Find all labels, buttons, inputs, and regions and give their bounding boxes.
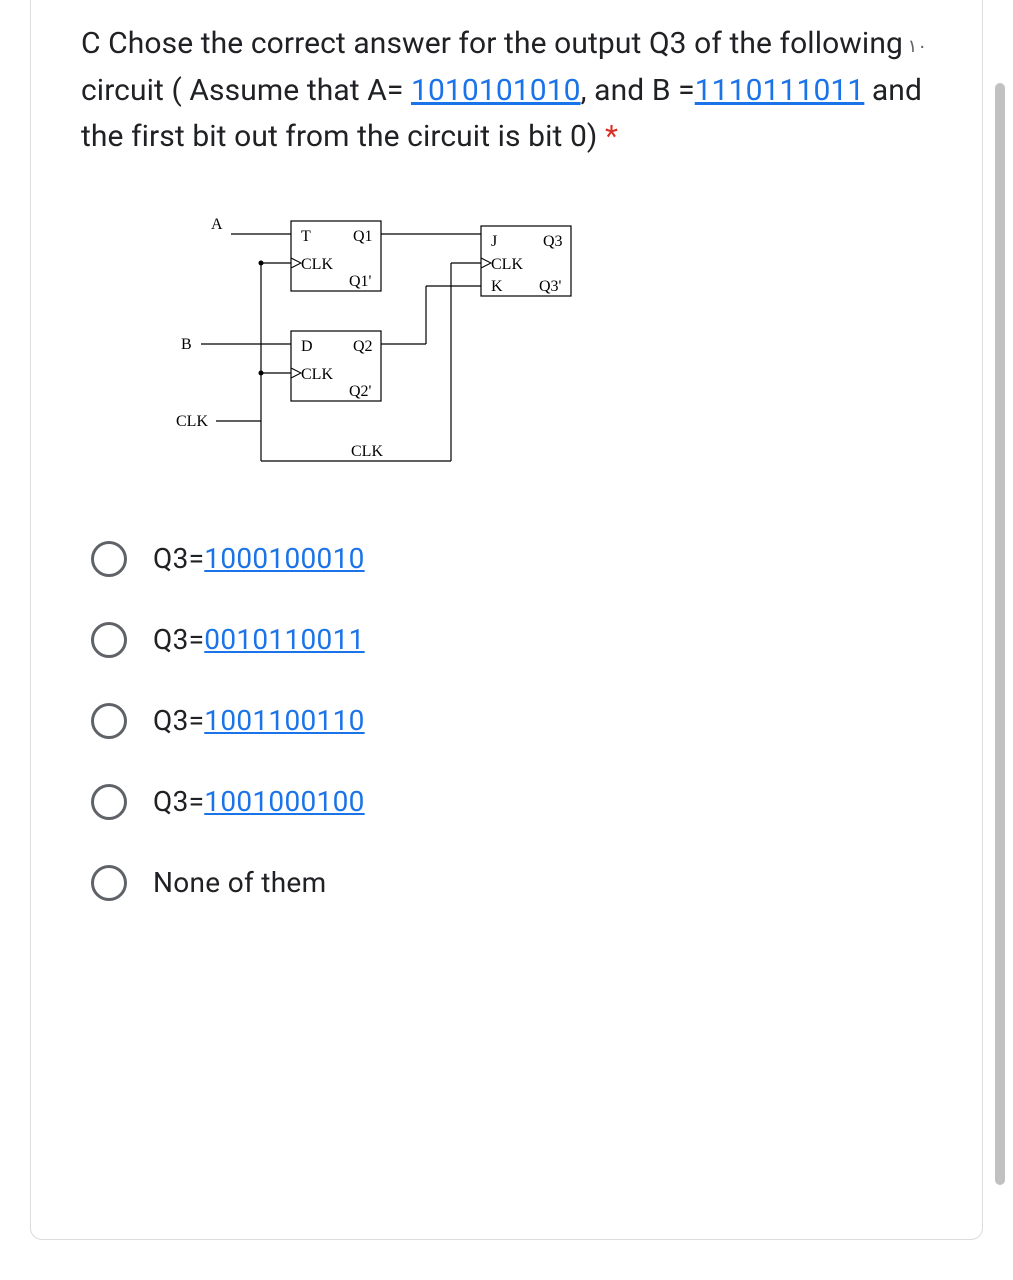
ff1-t-label: T — [301, 228, 311, 245]
required-star: * — [605, 119, 618, 154]
radio-icon[interactable] — [91, 622, 127, 658]
option-label: None of them — [153, 866, 326, 899]
ff3-qn-label: Q3' — [539, 278, 562, 295]
ff1-qn-label: Q1' — [349, 273, 372, 290]
ff2-qn-label: Q2' — [349, 383, 372, 400]
question-mid1: , and B = — [581, 73, 695, 108]
clk-bottom-label: CLK — [351, 443, 383, 460]
question-link-b[interactable]: 1110111011 — [695, 73, 865, 108]
ff2-d-label: D — [301, 338, 313, 355]
question-link-a[interactable]: 1010101010 — [411, 73, 581, 108]
b-label: B — [181, 336, 192, 353]
option-label: Q3=1000100010 — [153, 542, 365, 575]
question-card: ١٠ C Chose the correct answer for the ou… — [30, 0, 983, 1240]
a-label: A — [211, 216, 223, 233]
ff2-clk-label: CLK — [301, 366, 333, 383]
option-label: Q3=1001000100 — [153, 785, 365, 818]
radio-icon[interactable] — [91, 784, 127, 820]
ff3-q-label: Q3 — [543, 233, 563, 250]
radio-icon[interactable] — [91, 865, 127, 901]
option-label: Q3=1001100110 — [153, 704, 365, 737]
option-label: Q3=0010110011 — [153, 623, 365, 656]
points-label: ١٠ — [908, 36, 927, 57]
ff2-q-label: Q2 — [353, 338, 373, 355]
option-row[interactable]: Q3=1001000100 — [91, 784, 932, 820]
clk-left-label: CLK — [176, 413, 208, 430]
option-row[interactable]: None of them — [91, 865, 932, 901]
option-row[interactable]: Q3=0010110011 — [91, 622, 932, 658]
radio-icon[interactable] — [91, 541, 127, 577]
ff3-k-label: K — [491, 278, 503, 295]
circuit-diagram: T Q1 CLK Q1' D Q2 CLK Q2' J Q3 CLK K Q3'… — [141, 201, 601, 501]
scrollbar[interactable] — [995, 60, 1005, 1220]
ff1-clk-label: CLK — [301, 256, 333, 273]
ff3-clk-label: CLK — [491, 256, 523, 273]
options-list: Q3=1000100010 Q3=0010110011 Q3=100110011… — [91, 541, 932, 901]
option-row[interactable]: Q3=1000100010 — [91, 541, 932, 577]
ff1-q-label: Q1 — [353, 228, 373, 245]
radio-icon[interactable] — [91, 703, 127, 739]
scrollbar-thumb[interactable] — [995, 83, 1005, 1185]
question-text: C Chose the correct answer for the outpu… — [81, 21, 932, 161]
option-row[interactable]: Q3=1001100110 — [91, 703, 932, 739]
ff3-j-label: J — [491, 233, 497, 250]
